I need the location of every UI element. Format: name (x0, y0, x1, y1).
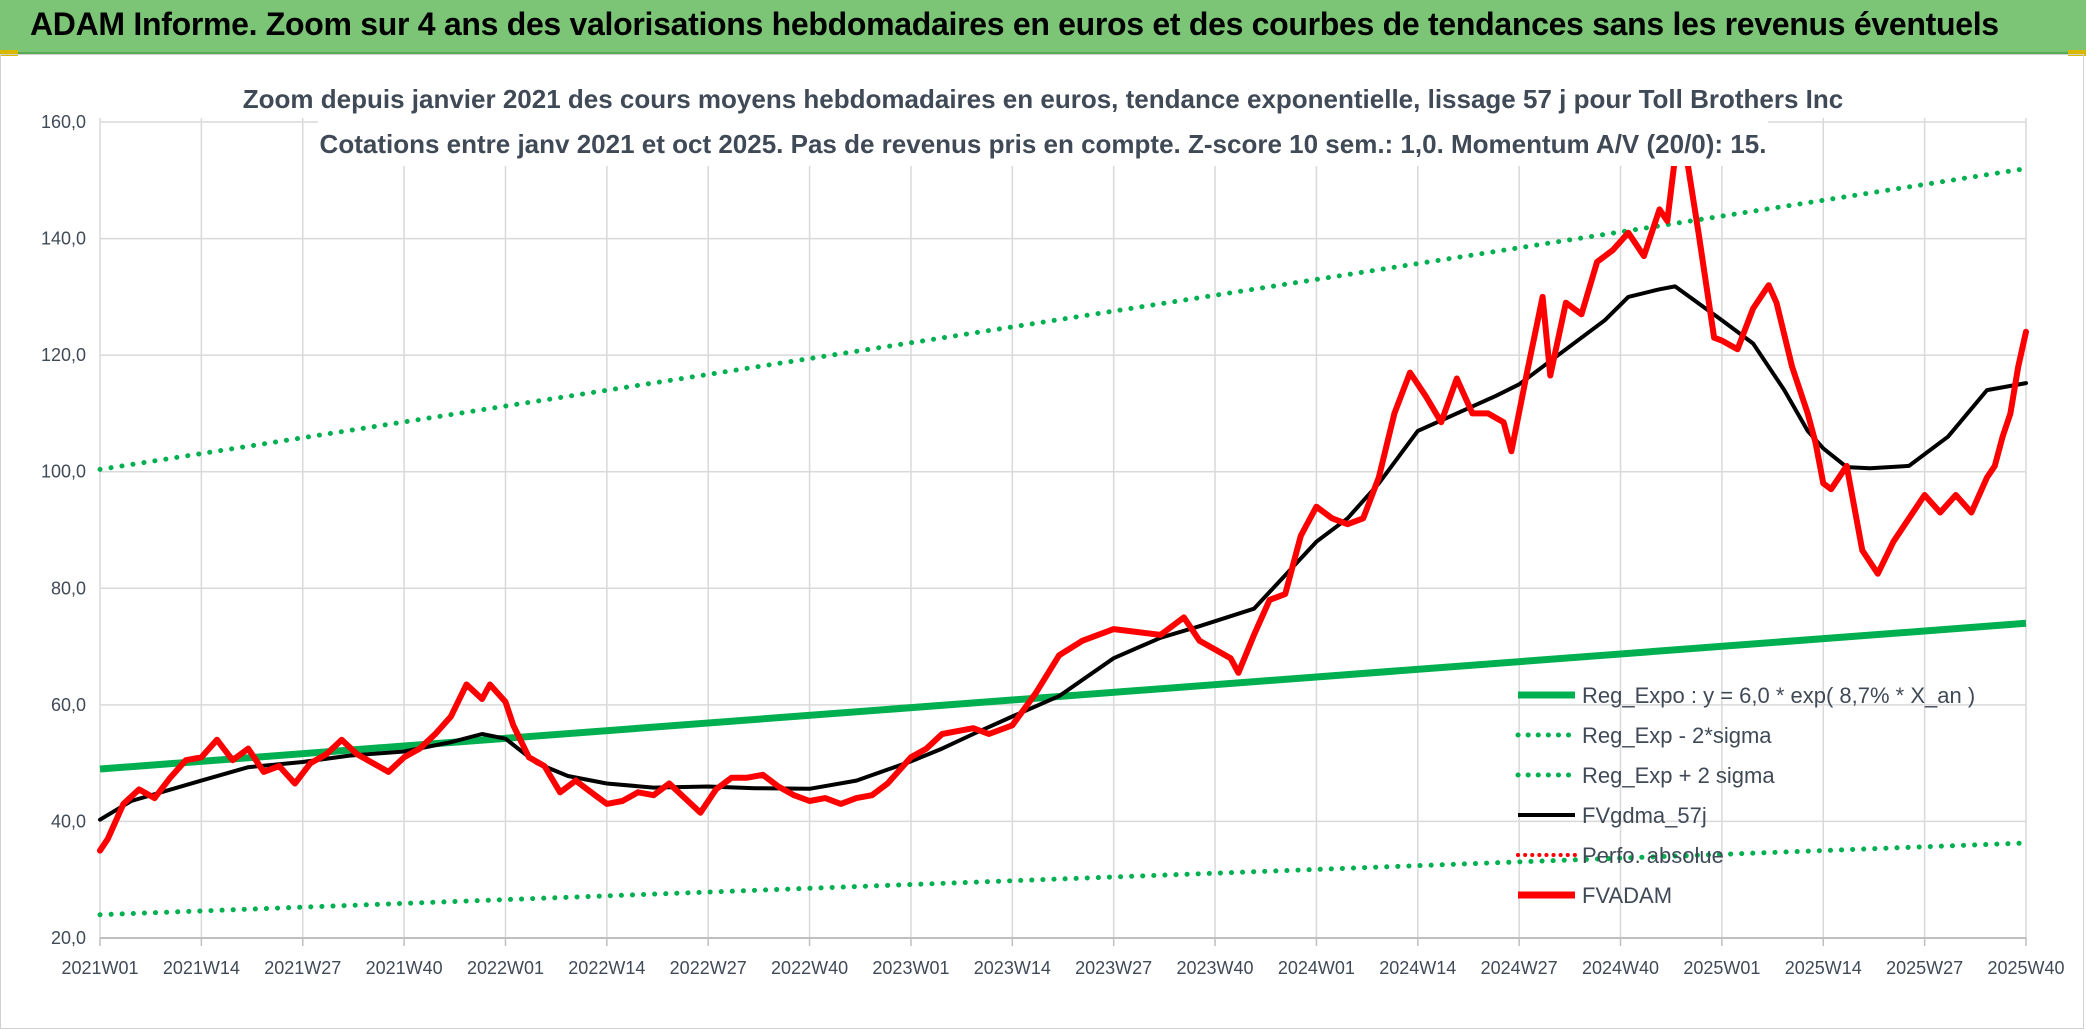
x-tick-label: 2025W27 (1886, 958, 1963, 978)
y-tick-label: 120,0 (41, 345, 86, 365)
x-tick-label: 2024W27 (1481, 958, 1558, 978)
x-tick-label: 2022W14 (568, 958, 645, 978)
banner-corner-right (2068, 50, 2086, 56)
legend-label: FVADAM (1582, 883, 1672, 908)
y-tick-label: 140,0 (41, 229, 86, 249)
chart-subtitle-line2: Cotations entre janv 2021 et oct 2025. P… (320, 129, 1767, 159)
x-axis-ticks: 2021W01 2021W14 2021W27 2021W40 2022W01 2022W… (61, 938, 2065, 978)
x-tick-label: 2023W01 (872, 958, 949, 978)
x-tick-label: 2021W14 (163, 958, 240, 978)
legend: Reg_Expo : y = 6,0 * exp( 8,7% * X_an ) R… (1515, 683, 1975, 908)
series-fvgdma-57j (98, 284, 2028, 822)
x-tick-label: 2025W40 (1987, 958, 2064, 978)
chart-frame (0, 54, 2084, 1029)
y-tick-label: 80,0 (51, 578, 86, 598)
y-tick-label: 160,0 (41, 112, 86, 132)
x-tick-label: 2022W01 (467, 958, 544, 978)
x-tick-label: 2021W01 (61, 958, 138, 978)
y-tick-label: 100,0 (41, 462, 86, 482)
legend-label: Reg_Exp + 2 sigma (1582, 763, 1775, 788)
y-tick-label: 20,0 (51, 928, 86, 948)
x-tick-label: 2024W14 (1379, 958, 1456, 978)
x-tick-label: 2022W27 (670, 958, 747, 978)
series-reg-minus-2sigma (97, 840, 2029, 918)
title-banner: ADAM Informe. Zoom sur 4 ans des valoris… (0, 0, 2086, 54)
x-tick-label: 2025W01 (1683, 958, 1760, 978)
legend-label: Reg_Expo : y = 6,0 * exp( 8,7% * X_an ) (1582, 683, 1975, 708)
banner-title: ADAM Informe. Zoom sur 4 ans des valoris… (30, 6, 1999, 42)
x-tick-label: 2021W27 (264, 958, 341, 978)
x-tick-label: 2025W14 (1785, 958, 1862, 978)
legend-label: FVgdma_57j (1582, 803, 1707, 828)
y-tick-label: 40,0 (51, 811, 86, 831)
x-tick-label: 2023W14 (974, 958, 1051, 978)
legend-label: Reg_Exp - 2*sigma (1582, 723, 1772, 748)
x-tick-label: 2023W27 (1075, 958, 1152, 978)
y-tick-label: 60,0 (51, 695, 86, 715)
series-layer (97, 130, 2029, 918)
legend-label: Perfo. absolue (1582, 843, 1724, 868)
series-fvadam (97, 130, 2029, 854)
x-tick-label: 2023W40 (1177, 958, 1254, 978)
y-axis-ticks: 20,0 40,0 60,0 80,0 100,0 120,0 140,0 160,0 (41, 112, 86, 948)
x-tick-label: 2024W01 (1278, 958, 1355, 978)
x-tick-label: 2022W40 (771, 958, 848, 978)
grid (99, 118, 2027, 939)
x-tick-label: 2024W40 (1582, 958, 1659, 978)
subtitle-background (318, 78, 1768, 166)
banner-corner-left (0, 50, 18, 56)
chart-subtitle-line1: Zoom depuis janvier 2021 des cours moyen… (243, 84, 1843, 114)
series-reg-plus-2sigma (97, 166, 2029, 472)
x-tick-label: 2021W40 (366, 958, 443, 978)
